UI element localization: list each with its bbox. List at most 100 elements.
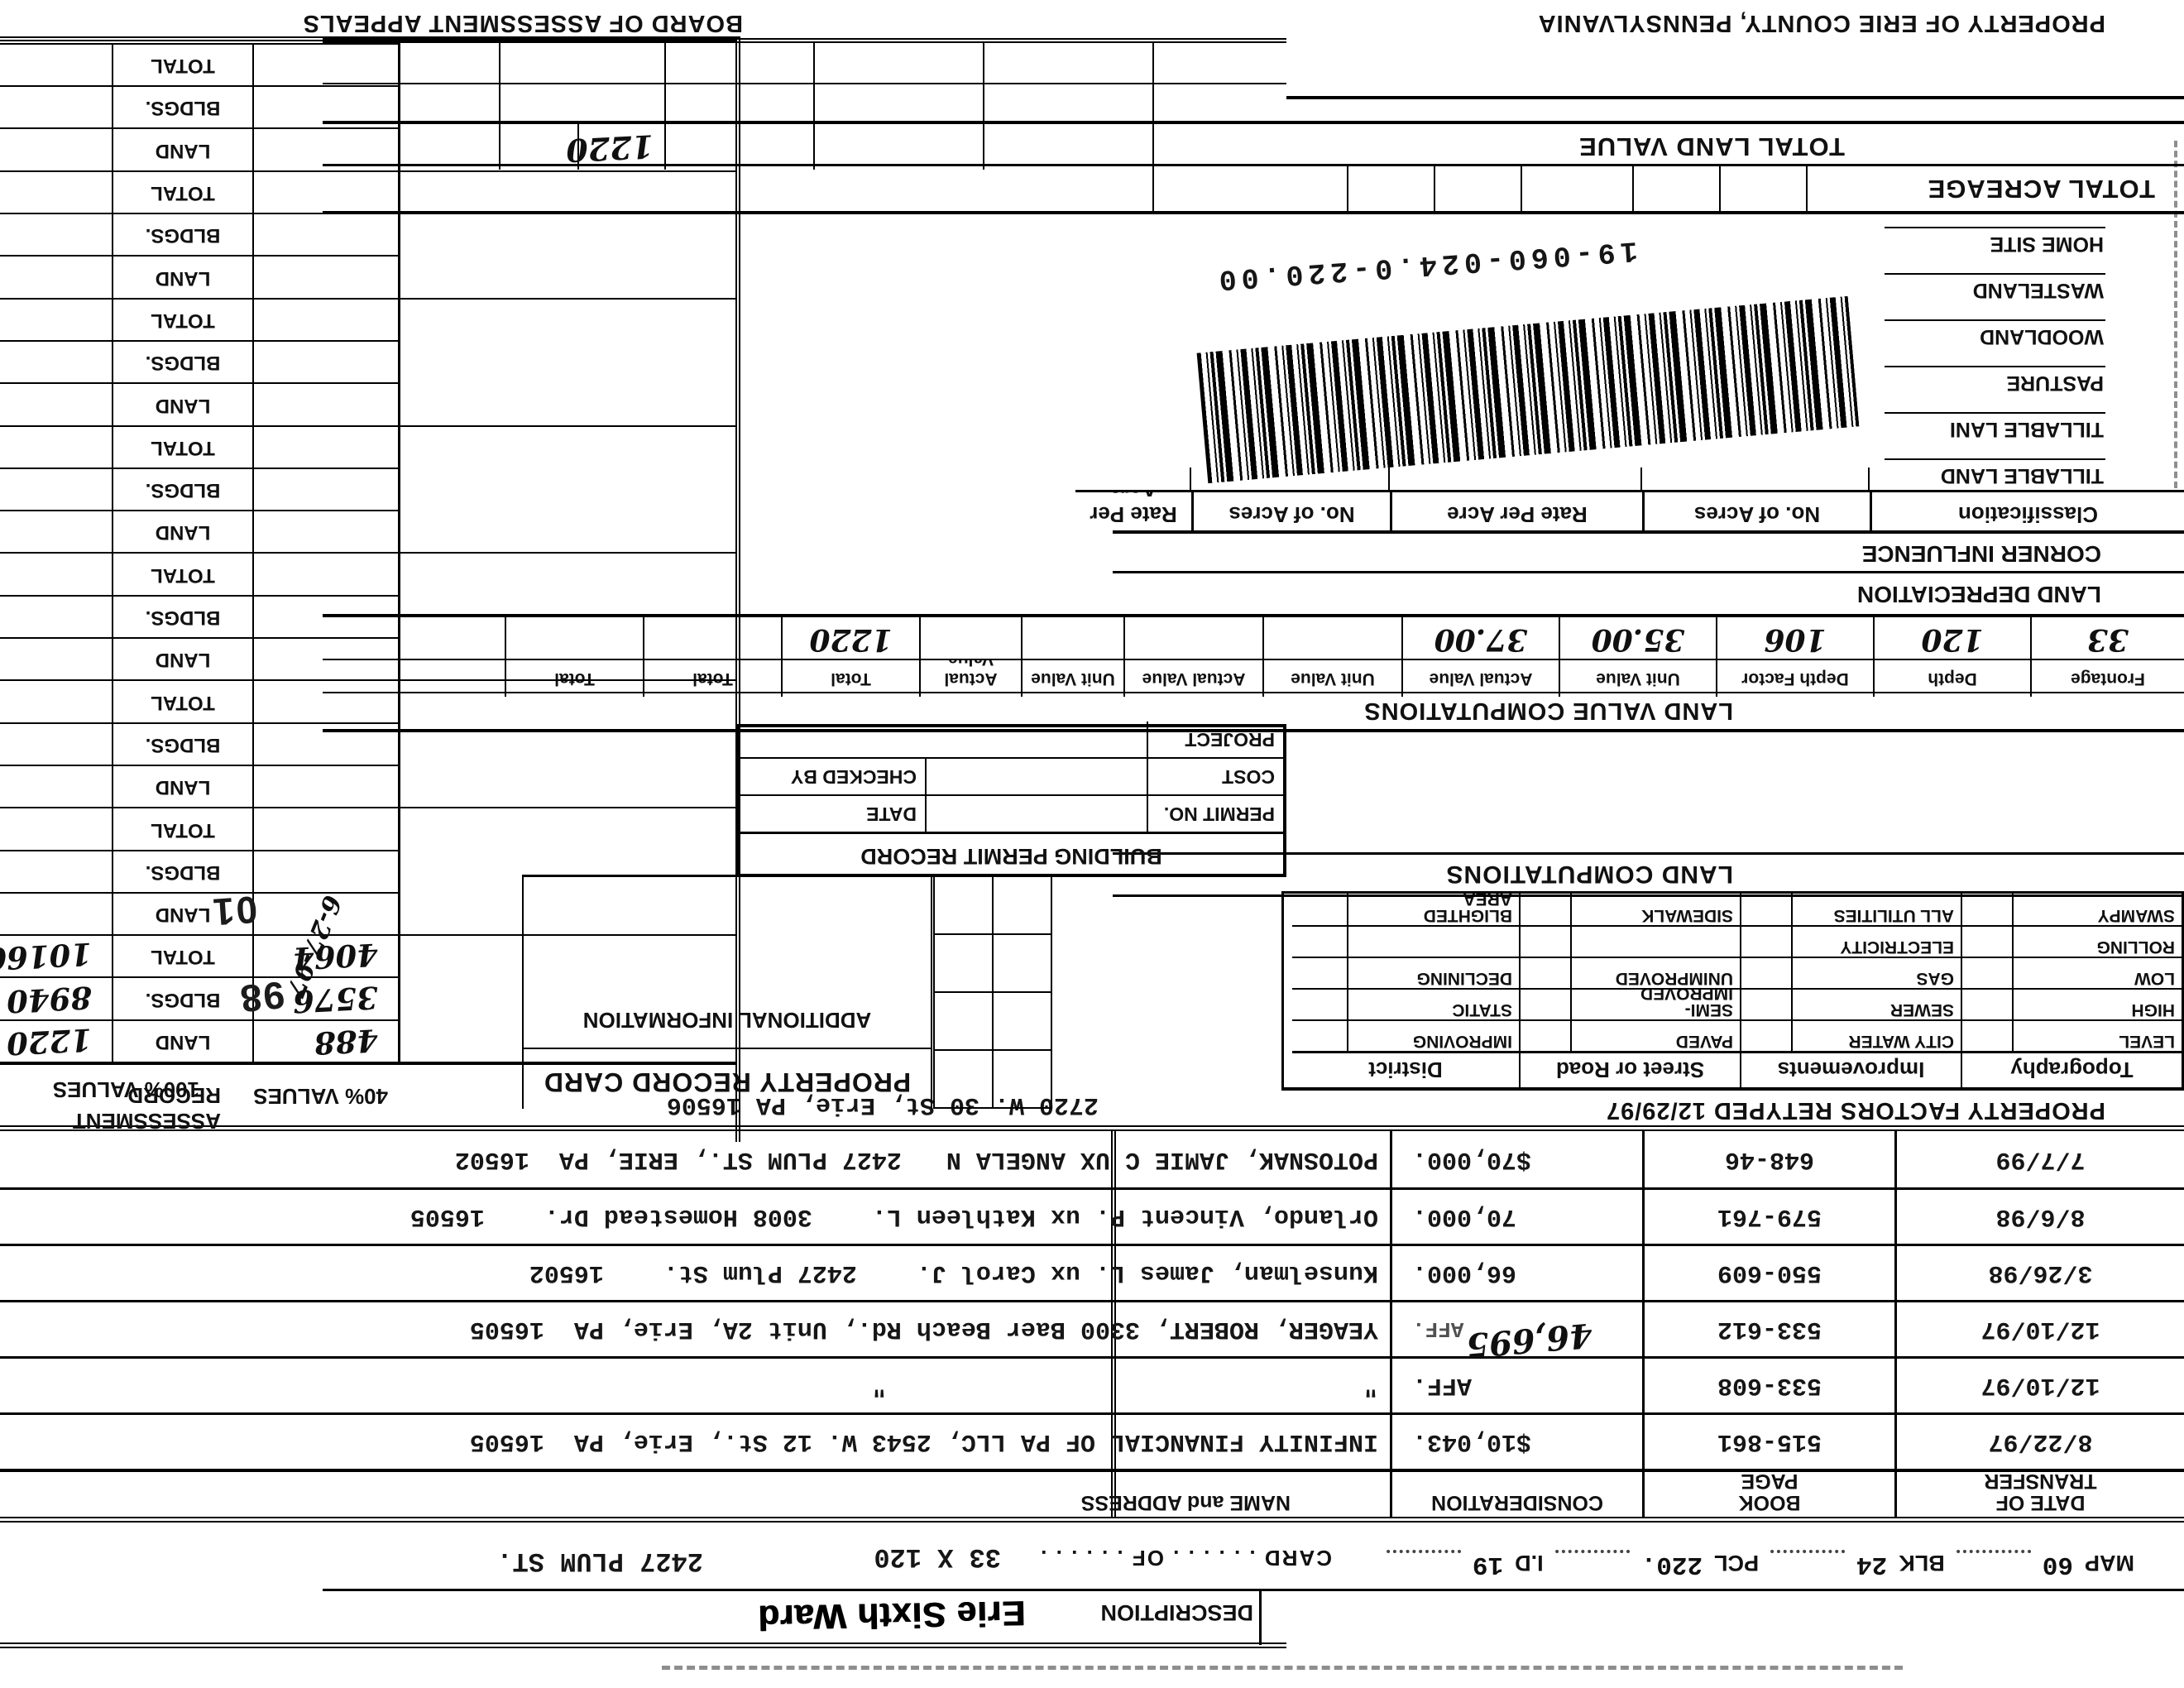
factor-item: HIGH xyxy=(2012,988,2182,1019)
transfer-consideration: $10,043. xyxy=(1390,1412,1642,1469)
map-label: MAP xyxy=(2085,1551,2134,1575)
row-label-bldgs: BLDGS. xyxy=(112,339,252,383)
cell-divider xyxy=(1347,166,1348,211)
lvc-header: Depth xyxy=(1873,659,2030,697)
assessment-record-section: 40% VALUES ASSESSMENT RECORD 100% VALUES… xyxy=(0,36,740,1142)
factor-checkbox xyxy=(1292,894,1347,925)
lvc-header: Actual Value xyxy=(919,659,1021,697)
value-100-bldgs: 8940 xyxy=(5,979,93,1020)
land-depreciation-row: LAND DEPRECIATION xyxy=(1113,571,2184,614)
transfer-consideration: $70,000. xyxy=(1390,1131,1642,1187)
column-stub xyxy=(1868,468,1870,492)
factor-checkbox xyxy=(1292,988,1347,1019)
leader-dots xyxy=(1956,1550,2031,1570)
permit-date-label: DATE xyxy=(866,803,917,825)
factor-checkbox xyxy=(1519,988,1570,1019)
row-label-bldgs: BLDGS. xyxy=(112,722,252,765)
empty-cell xyxy=(992,991,1051,1049)
leader-dots xyxy=(1770,1550,1846,1570)
land-computations-title: LAND COMPUTATIONS xyxy=(1445,861,1733,888)
cell-divider xyxy=(1152,166,1154,211)
checked-by-label: CHECKED BY xyxy=(790,766,917,788)
empty-cell xyxy=(933,875,992,933)
transfer-name: INFINITY FINANCIAL OF PA LLC, 2543 W. 12… xyxy=(0,1412,1390,1469)
factor-item: DECLINING xyxy=(1347,957,1519,988)
transfer-consideration: 70,000. xyxy=(1390,1187,1642,1244)
lvc-header: Total xyxy=(781,659,919,697)
map-value: 60 xyxy=(2042,1550,2073,1579)
transfer-consideration: AFF. xyxy=(1390,1356,1642,1412)
cell-divider xyxy=(1806,166,1808,211)
factor-item xyxy=(1570,925,1740,957)
row-label-bldgs: BLDGS. xyxy=(112,594,252,638)
parcel-id-row: MAP 60 BLK 24 PCL 220. I.D 19 xyxy=(1357,1550,2134,1579)
cell-divider xyxy=(1152,124,1154,170)
transfer-date: 12/10/97 xyxy=(1894,1300,2184,1356)
scan-artifact-dashes xyxy=(662,1666,1903,1670)
factor-item: CITY WATER xyxy=(1791,1019,1961,1051)
factor-checkbox xyxy=(1961,925,2012,957)
row-label-land: LAND xyxy=(112,1019,252,1062)
factor-item: IMPROVING xyxy=(1347,1019,1519,1051)
row-label-total: TOTAL xyxy=(112,297,252,340)
classification-header-row: Classification No. of Acres Rate Per Acr… xyxy=(1075,490,2184,534)
assessment-record-header: 40% VALUES ASSESSMENT RECORD 100% VALUES xyxy=(0,1062,735,1142)
factor-checkbox xyxy=(1740,988,1791,1019)
factor-item: ROLLING xyxy=(2012,925,2182,957)
description-value: 2427 PLUM ST. xyxy=(496,1546,703,1576)
transfer-date: 8/22/97 xyxy=(1894,1412,2184,1469)
values-100-header: 100% VALUES xyxy=(52,1077,199,1102)
empty-cell xyxy=(992,933,1051,991)
lvc-header: Frontage xyxy=(2030,659,2184,697)
row-label-total: TOTAL xyxy=(112,552,252,595)
col-header-date: DATE OF TRANSFER xyxy=(1894,1469,2184,1517)
pcl-value: 220. xyxy=(1640,1550,1703,1579)
factor-checkbox xyxy=(1292,925,1347,957)
values-40-header: 40% VALUES xyxy=(253,1084,388,1109)
row-label-land: LAND xyxy=(112,764,252,808)
value-100-total: 10160 xyxy=(0,936,93,978)
factor-checkbox xyxy=(1519,1019,1570,1051)
permit-no-field xyxy=(925,796,1147,832)
value-40-land: 488 xyxy=(313,1022,380,1062)
lvc-header: Actual Value xyxy=(1401,659,1559,697)
factor-checkbox xyxy=(1740,957,1791,988)
top-border xyxy=(0,1642,1286,1648)
row-label-land: LAND xyxy=(112,127,252,170)
factor-checkbox xyxy=(1961,894,2012,925)
factor-checkbox xyxy=(1740,894,1791,925)
factor-checkbox xyxy=(1519,925,1570,957)
total-acreage-label: TOTAL ACREAGE xyxy=(1927,175,2155,204)
cell-divider xyxy=(813,124,815,170)
lvc-header: Unit Value xyxy=(1559,659,1716,697)
row-label-bldgs: BLDGS. xyxy=(112,467,252,511)
factor-group-street: Street or Road xyxy=(1519,1051,1740,1087)
blk-value: 24 xyxy=(1856,1550,1888,1579)
permit-no-label: PERMIT NO. xyxy=(1147,796,1283,832)
classification-row: HOME SITE xyxy=(1885,227,2105,261)
factor-checkbox xyxy=(1961,988,2012,1019)
row-label-total: TOTAL xyxy=(112,679,252,722)
transfer-name: Orlando, Vincent P. ux Kathleen L. 3008 … xyxy=(0,1187,1390,1244)
row-label-bldgs: BLDGS. xyxy=(112,85,252,128)
classification-header: Rate Per Acre xyxy=(1090,492,1177,527)
cell-divider xyxy=(983,124,984,170)
transfer-book: 533-612 xyxy=(1642,1300,1894,1356)
factor-group-district: District xyxy=(1292,1051,1519,1087)
leader-dots xyxy=(1554,1550,1630,1570)
column-stub xyxy=(1388,468,1390,492)
factor-item: SIDEWALK xyxy=(1570,894,1740,925)
transfer-book: 533-608 xyxy=(1642,1356,1894,1412)
corner-influence-label: CORNER INFLUENCE xyxy=(1861,541,2101,567)
factor-item: ELECTRICITY xyxy=(1791,925,1961,957)
empty-cell xyxy=(992,1049,1051,1107)
lvc-frontage: 33 xyxy=(2030,617,2184,659)
factor-item: PAVED xyxy=(1570,1019,1740,1051)
factor-item: SEWER xyxy=(1791,988,1961,1019)
empty-cell xyxy=(992,875,1051,933)
factor-item: LEVEL xyxy=(2012,1019,2182,1051)
blk-label: BLK xyxy=(1899,1551,1945,1575)
row-label-land: LAND xyxy=(112,510,252,553)
